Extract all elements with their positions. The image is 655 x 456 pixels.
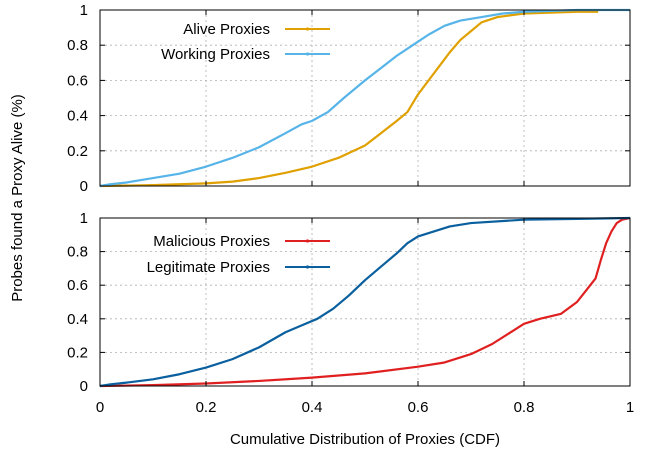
y-axis-label: Probes found a Proxy Alive (%) — [9, 94, 26, 302]
y-tick-label: 0.6 — [67, 72, 88, 89]
series-line-alive-proxies — [99, 10, 599, 188]
x-tick-label: 0.2 — [196, 399, 217, 416]
x-tick-label: 0.6 — [408, 399, 429, 416]
y-tick-label: 0.2 — [67, 344, 88, 361]
bottom-ticks: 0 0.2 0.4 0.6 0.8 1 0 0.2 0.4 0.6 0.8 1 — [67, 210, 634, 416]
top-ticks: 0 0.2 0.4 0.6 0.8 1 — [67, 2, 631, 195]
x-axis-label: Cumulative Distribution of Proxies (CDF) — [230, 431, 500, 448]
legend-marker — [305, 265, 310, 269]
series-line-working-proxies — [99, 8, 630, 188]
y-tick-label: 0 — [80, 378, 88, 395]
y-tick-label: 0.4 — [67, 311, 88, 328]
series-line-malicious-proxies — [99, 216, 631, 388]
legend-label: Malicious Proxies — [153, 233, 270, 250]
y-tick-label: 0.6 — [67, 277, 88, 294]
y-tick-label: 0.4 — [67, 108, 88, 125]
top-grid — [100, 10, 630, 186]
top-panel: 0 0.2 0.4 0.6 0.8 1 Alive Proxies Working Prox… — [67, 2, 631, 195]
y-tick-label: 0 — [80, 178, 88, 195]
legend-label: Working Proxies — [161, 46, 270, 63]
legend-marker — [305, 239, 310, 243]
top-series — [99, 8, 630, 188]
y-tick-label: 0.8 — [67, 37, 88, 54]
bottom-series — [99, 216, 631, 388]
top-legend: Alive Proxies Working Proxies — [161, 21, 330, 63]
y-tick-label: 1 — [80, 210, 88, 227]
bottom-legend: Malicious Proxies Legitimate Proxies — [147, 233, 330, 276]
x-tick-label: 0.4 — [302, 399, 323, 416]
legend-marker — [305, 52, 310, 56]
x-tick-label: 1 — [626, 399, 634, 416]
bottom-panel: 0 0.2 0.4 0.6 0.8 1 0 0.2 0.4 0.6 0.8 1 Malicious P… — [67, 210, 634, 416]
y-tick-label: 0.8 — [67, 244, 88, 261]
top-plot-frame — [99, 9, 631, 187]
bottom-plot-frame — [99, 217, 631, 387]
legend-marker — [305, 27, 310, 31]
legend-label: Alive Proxies — [183, 21, 270, 38]
y-tick-label: 1 — [80, 2, 88, 19]
x-tick-label: 0.8 — [514, 399, 535, 416]
x-tick-label: 0 — [96, 399, 104, 416]
y-tick-label: 0.2 — [67, 143, 88, 160]
series-line-legitimate-proxies — [99, 216, 631, 388]
legend-label: Legitimate Proxies — [147, 259, 270, 276]
